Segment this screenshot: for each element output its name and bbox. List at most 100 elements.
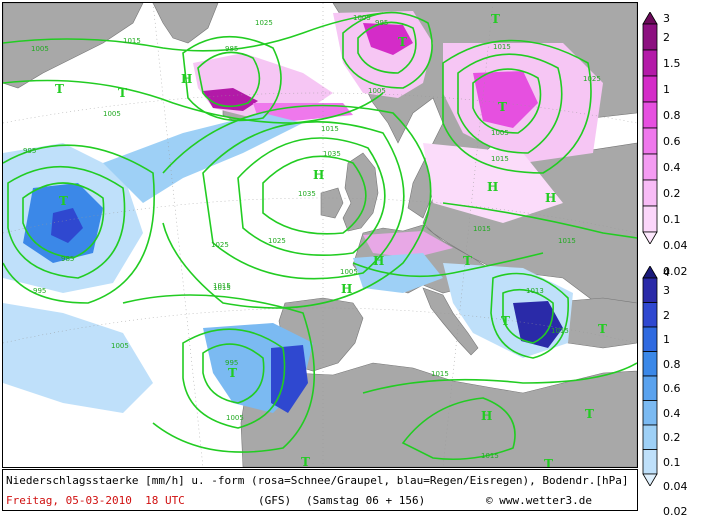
isobar-line xyxy=(362,362,637,394)
pressure-center-marker: T xyxy=(544,457,553,467)
legend-color-swatch xyxy=(642,101,658,129)
isobar-line xyxy=(490,272,569,359)
pressure-centers: H T T T H H H T T H T T T T T H T T H T xyxy=(55,12,607,467)
latitude-line xyxy=(3,307,637,344)
legend-level-label: 1 xyxy=(663,333,670,347)
caption-credit[interactable]: © www.wetter3.de xyxy=(486,494,592,507)
legend-level-label: 3 xyxy=(663,284,670,298)
snow-band-iceland xyxy=(253,103,353,121)
legend-color-swatch xyxy=(642,302,658,328)
isobar-label: 1035 xyxy=(298,190,316,198)
isobar-line xyxy=(357,21,417,74)
snow-core-norway xyxy=(363,23,413,55)
isobar-label: 1005 xyxy=(491,129,509,137)
legend-color-swatch xyxy=(642,326,658,352)
isobar-line xyxy=(342,11,433,89)
legend-level-label: 0.8 xyxy=(663,109,681,122)
isobar-label: 1025 xyxy=(268,237,286,245)
isobar-label: 1005 xyxy=(111,342,129,350)
legend-level-label: 0.8 xyxy=(663,357,681,371)
pressure-center-marker: T xyxy=(463,254,472,268)
isobar-label: 1015 xyxy=(213,284,231,292)
latitude-line xyxy=(3,197,637,234)
isobar-line xyxy=(502,288,554,344)
legend-level-label: 1.5 xyxy=(663,57,681,70)
pressure-center-marker: H xyxy=(373,254,384,268)
isobar-label: 995 xyxy=(33,287,46,295)
isobar-label: 1005 xyxy=(368,87,386,95)
legend-color-swatch xyxy=(642,12,658,25)
isobar-label: 1025 xyxy=(255,19,273,27)
legend-color-swatch xyxy=(642,153,658,181)
legend-level-label: 0.2 xyxy=(663,431,681,445)
pressure-center-marker: T xyxy=(118,86,127,100)
isobar-label: 1005 xyxy=(103,110,121,118)
isobar-label: 1015 xyxy=(551,327,569,335)
legend-level-label: 1 xyxy=(663,83,670,96)
caption-date: Freitag, 05-03-2010 18 UTC xyxy=(6,494,185,507)
pressure-center-marker: T xyxy=(228,366,237,380)
legend-level-label: 0.6 xyxy=(663,135,681,148)
italy-land xyxy=(422,287,479,356)
isobar-label: 1035 xyxy=(323,150,341,158)
isobar-label: 985 xyxy=(225,45,238,53)
caption-model: (GFS) xyxy=(258,494,292,507)
weather-map: 1005 1025 985 1005 1015 1025 1015 1005 9… xyxy=(2,2,638,468)
pressure-center-marker: H xyxy=(487,180,498,194)
map-canvas: 1005 1025 985 1005 1015 1025 1015 1005 9… xyxy=(3,3,637,467)
isobar-label: 1005 xyxy=(353,14,371,22)
legend-level-label: 3 xyxy=(663,12,670,25)
snow-core-russia xyxy=(473,71,538,128)
isobar-label: 995 xyxy=(225,359,238,367)
ireland-land xyxy=(320,187,344,219)
pressure-center-marker: T xyxy=(491,12,500,26)
pressure-center-marker: T xyxy=(498,100,507,114)
legend-color-swatch xyxy=(642,266,658,279)
isobar-line xyxy=(3,79,384,124)
isobar-label: 985 xyxy=(61,255,74,263)
map-caption: Niederschlagsstaerke [mm/h] u. -form (ro… xyxy=(2,469,638,511)
pressure-center-marker: H xyxy=(181,72,192,86)
legend-level-label: 2 xyxy=(663,31,670,44)
isobar-line xyxy=(352,252,544,278)
isobar-label: 1025 xyxy=(211,241,229,249)
isobar-labels: 1005 1025 985 1005 1015 1025 1015 1005 9… xyxy=(23,14,601,460)
rain-area-atlantic-band xyxy=(103,113,303,203)
pressure-center-marker: H xyxy=(481,409,492,423)
legend-color-swatch xyxy=(642,277,658,303)
isobar-line xyxy=(442,39,592,174)
isobar-line xyxy=(3,144,155,304)
isobar-line xyxy=(457,53,563,154)
rain-color-legend: 4 3 2 1 0.8 0.6 0.4 0.2 0.1 0.04 0.02 xyxy=(641,266,701,517)
pressure-center-marker: T xyxy=(398,35,407,49)
isobar-line xyxy=(202,343,265,404)
snow-area-central xyxy=(363,231,453,258)
greenland-land xyxy=(3,3,144,89)
greenland-east xyxy=(152,3,219,44)
isobar-label: 995 xyxy=(23,147,36,155)
isobar-label: 995 xyxy=(375,19,388,27)
caption-description: Niederschlagsstaerke [mm/h] u. -form (ro… xyxy=(6,474,629,487)
isobar-line xyxy=(401,397,516,461)
legend-color-swatch xyxy=(642,375,658,401)
longitude-line xyxy=(152,3,204,467)
rain-core-low-inner xyxy=(51,208,83,243)
legend-level-label: 0.4 xyxy=(663,406,681,420)
isobar-label: 1005 xyxy=(31,45,49,53)
isobar-label: 1015 xyxy=(321,125,339,133)
snow-legend-scale xyxy=(642,12,658,244)
isobar-label: 1015 xyxy=(481,452,499,460)
legend-color-swatch xyxy=(642,351,658,377)
legend-color-swatch xyxy=(642,23,658,51)
isobar-label: 1005 xyxy=(340,268,358,276)
rain-core-aegean xyxy=(513,301,563,348)
isobar-label: 1005 xyxy=(226,414,244,422)
isobar-label: 1015 xyxy=(213,282,231,290)
isobar-line xyxy=(162,104,432,309)
isobar-line xyxy=(182,328,286,429)
legend-color-swatch xyxy=(642,449,658,475)
legend-color-swatch xyxy=(642,127,658,155)
north-africa-land xyxy=(240,362,637,467)
pressure-center-marker: T xyxy=(598,322,607,336)
legend-level-label: 2 xyxy=(663,308,670,322)
